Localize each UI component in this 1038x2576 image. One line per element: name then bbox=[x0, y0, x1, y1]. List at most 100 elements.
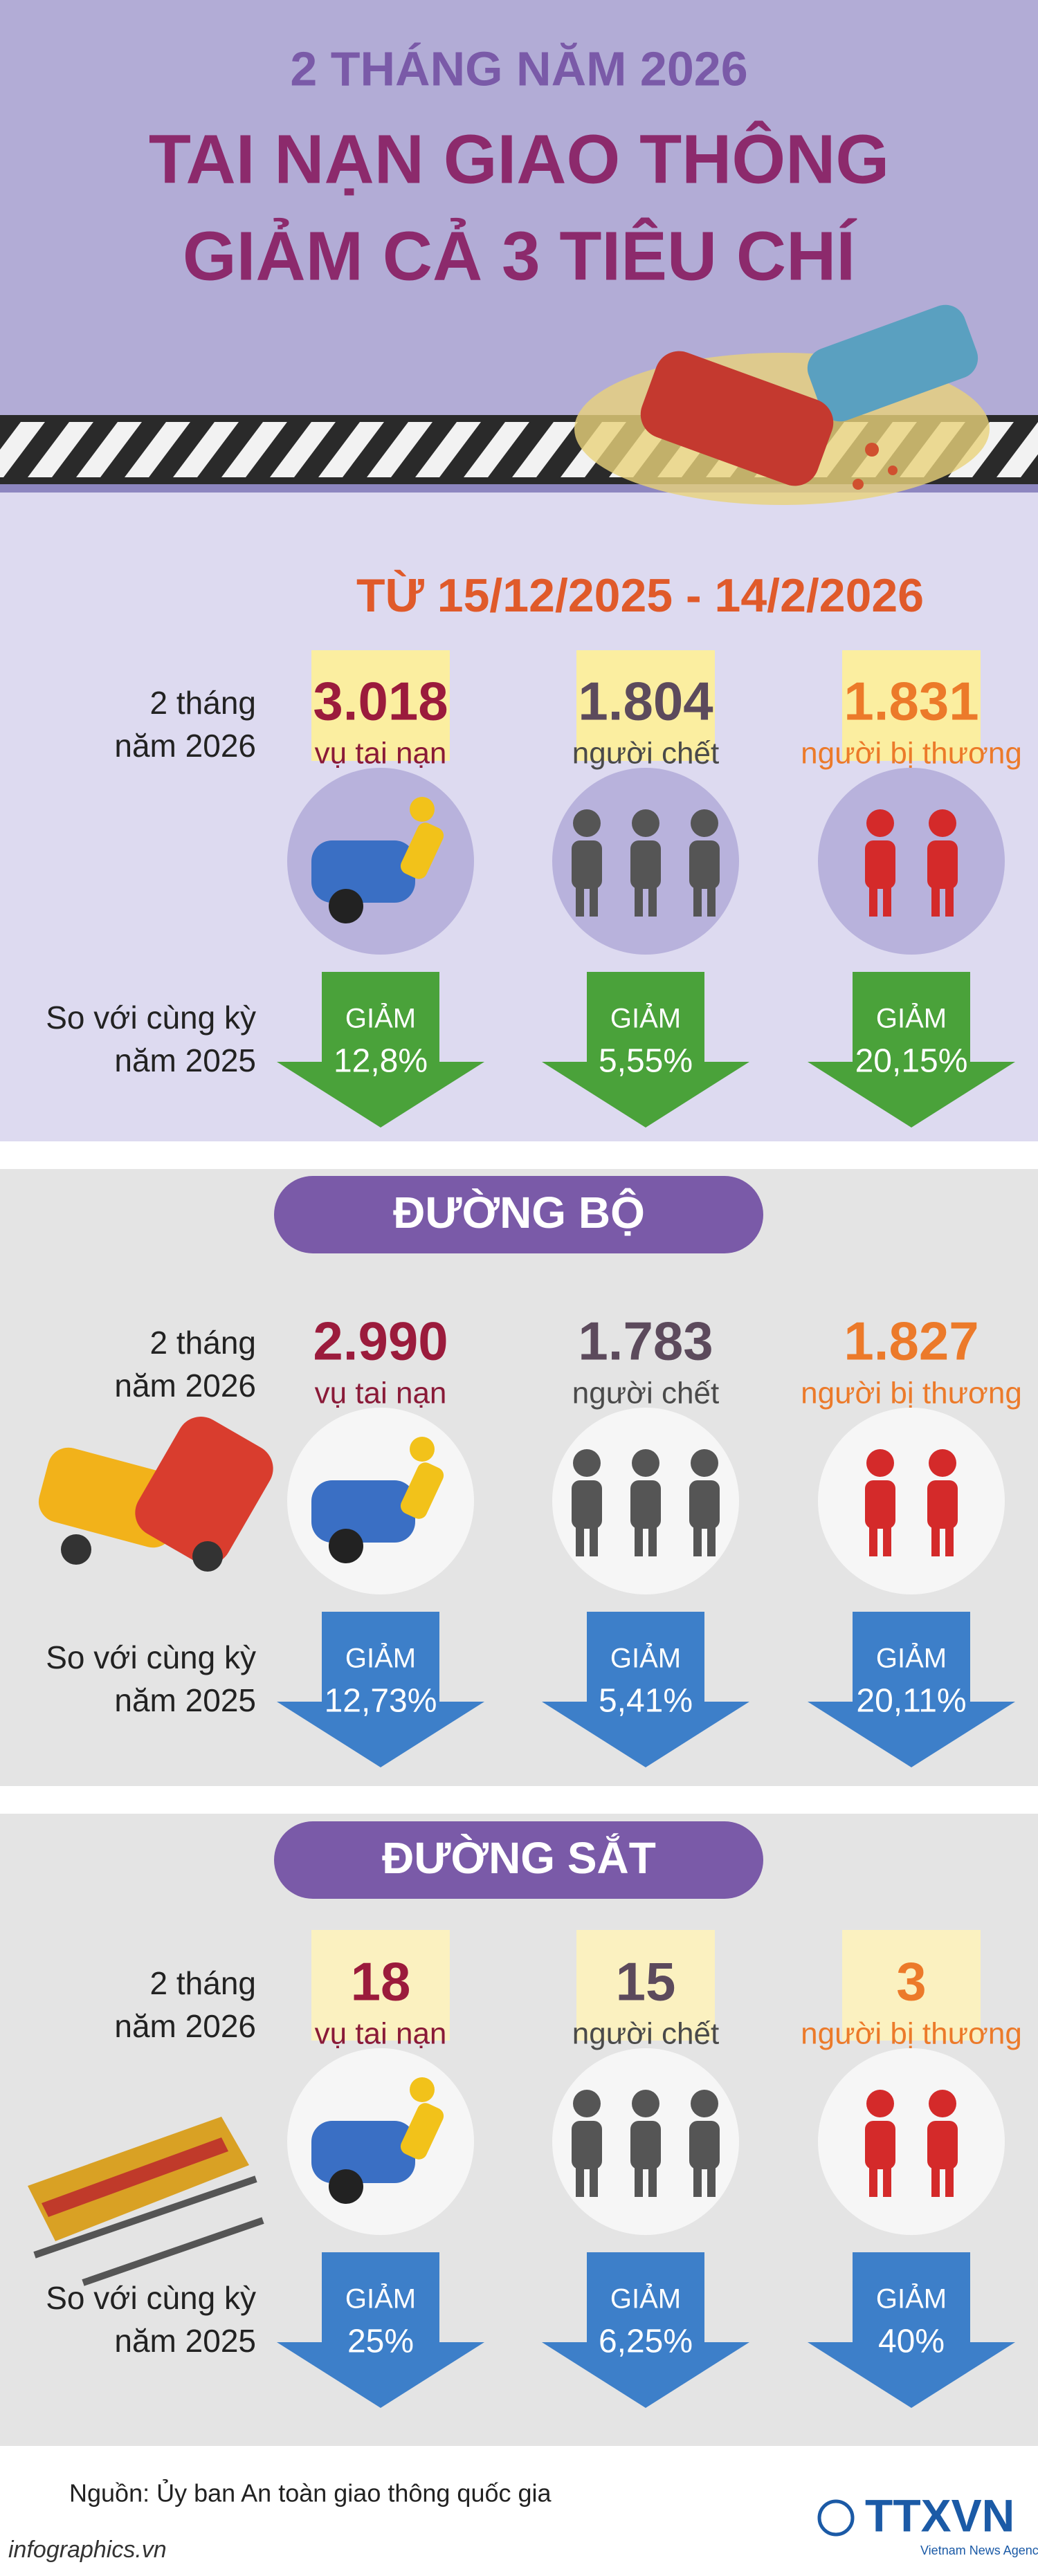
stat-label: vụ tai nạn bbox=[315, 1377, 447, 1410]
person-leg bbox=[931, 1525, 940, 1556]
down-arrow bbox=[277, 2252, 484, 2408]
change-value: 20,15% bbox=[855, 1043, 968, 1080]
person-leg bbox=[707, 885, 716, 917]
person-leg bbox=[883, 1525, 891, 1556]
title: GIẢM CẢ 3 TIÊU CHÍ bbox=[183, 217, 857, 295]
stripe bbox=[270, 422, 336, 477]
down-arrow bbox=[808, 1612, 1015, 1767]
person-head bbox=[573, 809, 601, 837]
stripe bbox=[415, 422, 481, 477]
column-highlight bbox=[576, 1930, 715, 2041]
person-leg bbox=[945, 2166, 954, 2197]
person-body bbox=[865, 1480, 895, 1529]
person-leg bbox=[635, 2166, 643, 2197]
stat-label: người chết bbox=[572, 1377, 719, 1410]
train-illustration bbox=[28, 2117, 264, 2286]
person-body bbox=[927, 840, 958, 889]
person-leg bbox=[635, 885, 643, 917]
person-leg bbox=[576, 1525, 584, 1556]
person-body bbox=[927, 2121, 958, 2169]
person-head bbox=[573, 2090, 601, 2117]
column-highlight bbox=[311, 1930, 450, 2041]
car-icon bbox=[311, 840, 415, 903]
down-arrow bbox=[277, 972, 484, 1128]
change-value: 5,55% bbox=[599, 1043, 693, 1080]
stat-label: vụ tai nạn bbox=[315, 737, 447, 771]
brand-subtitle: Vietnam News Agency bbox=[920, 2543, 1038, 2557]
stat-value: 1.831 bbox=[844, 671, 978, 732]
section: ĐƯỜNG SẮT 2 tháng năm 2026 So với cùng kỳ nă… bbox=[46, 1821, 1022, 2408]
pedestrian-icon bbox=[410, 2077, 435, 2102]
stat-label: vụ tai nạn bbox=[315, 2017, 447, 2051]
row-label: năm 2025 bbox=[114, 2323, 256, 2359]
person-head bbox=[929, 1449, 956, 1477]
person-leg bbox=[931, 885, 940, 917]
change-value: 5,41% bbox=[599, 1683, 693, 1720]
car-icon bbox=[311, 2121, 415, 2183]
person-head bbox=[691, 2090, 718, 2117]
person-head bbox=[691, 1449, 718, 1477]
person-head bbox=[573, 1449, 601, 1477]
change-value: 12,73% bbox=[325, 1683, 437, 1720]
source: Nguồn: Ủy ban An toàn giao thông quốc gi… bbox=[69, 2478, 552, 2508]
column-highlight bbox=[311, 650, 450, 761]
row-label: So với cùng kỳ bbox=[46, 2280, 256, 2316]
stripe bbox=[464, 422, 529, 477]
person-leg bbox=[635, 1525, 643, 1556]
person-leg bbox=[693, 885, 702, 917]
person-leg bbox=[590, 885, 598, 917]
column-highlight bbox=[842, 650, 981, 761]
stripe bbox=[367, 422, 432, 477]
change-label: GIẢM bbox=[876, 1002, 947, 1034]
change-value: 20,11% bbox=[856, 1683, 966, 1720]
down-arrow bbox=[542, 2252, 749, 2408]
stat-value: 2.990 bbox=[313, 1311, 448, 1372]
down-arrow bbox=[808, 972, 1015, 1128]
stat-value: 1.804 bbox=[578, 671, 713, 732]
change-value: 12,8% bbox=[334, 1043, 428, 1080]
stat-value: 3.018 bbox=[313, 671, 448, 732]
person-leg bbox=[648, 2166, 657, 2197]
period: TỪ 15/12/2025 - 14/2/2026 bbox=[356, 569, 924, 622]
person-body bbox=[927, 1480, 958, 1529]
row-label: 2 tháng bbox=[150, 1965, 256, 2001]
change-label: GIẢM bbox=[610, 1002, 681, 1034]
change-value: 25% bbox=[347, 2324, 414, 2360]
person-body bbox=[572, 1480, 602, 1529]
person-leg bbox=[883, 2166, 891, 2197]
section: 2 tháng năm 2026 So với cùng kỳ năm 2025 3.0… bbox=[46, 650, 1022, 1128]
section: ĐƯỜNG BỘ 2 tháng năm 2026 So với cùng kỳ năm… bbox=[46, 1176, 1022, 1767]
stripe bbox=[996, 422, 1038, 477]
person-head bbox=[632, 2090, 659, 2117]
person-head bbox=[929, 2090, 956, 2117]
stat-label: người bị thương bbox=[801, 1377, 1022, 1410]
stripe bbox=[512, 422, 578, 477]
kicker: 2 THÁNG NĂM 2026 bbox=[290, 42, 747, 95]
stat-value: 18 bbox=[351, 1951, 411, 2012]
stripe bbox=[0, 422, 45, 477]
person-leg bbox=[945, 1525, 954, 1556]
stripe bbox=[125, 422, 190, 477]
person-leg bbox=[576, 885, 584, 917]
person-body bbox=[865, 2121, 895, 2169]
change-label: GIẢM bbox=[610, 2283, 681, 2315]
stat-value: 1.827 bbox=[844, 1311, 978, 1372]
row-label: 2 tháng bbox=[150, 1325, 256, 1361]
person-leg bbox=[945, 885, 954, 917]
stat-label: người chết bbox=[572, 2017, 719, 2051]
icon-circle bbox=[818, 1408, 1005, 1594]
stat-label: người bị thương bbox=[801, 737, 1022, 771]
crash-illustration bbox=[574, 304, 990, 505]
person-body bbox=[630, 2121, 661, 2169]
change-value: 40% bbox=[878, 2324, 945, 2360]
person-leg bbox=[869, 885, 877, 917]
section-title: ĐƯỜNG BỘ bbox=[393, 1187, 645, 1238]
person-leg bbox=[693, 1525, 702, 1556]
person-head bbox=[929, 809, 956, 837]
person-body bbox=[689, 1480, 720, 1529]
column-highlight bbox=[576, 650, 715, 761]
person-leg bbox=[590, 1525, 598, 1556]
row-label: năm 2026 bbox=[114, 1368, 256, 1404]
person-body bbox=[865, 840, 895, 889]
